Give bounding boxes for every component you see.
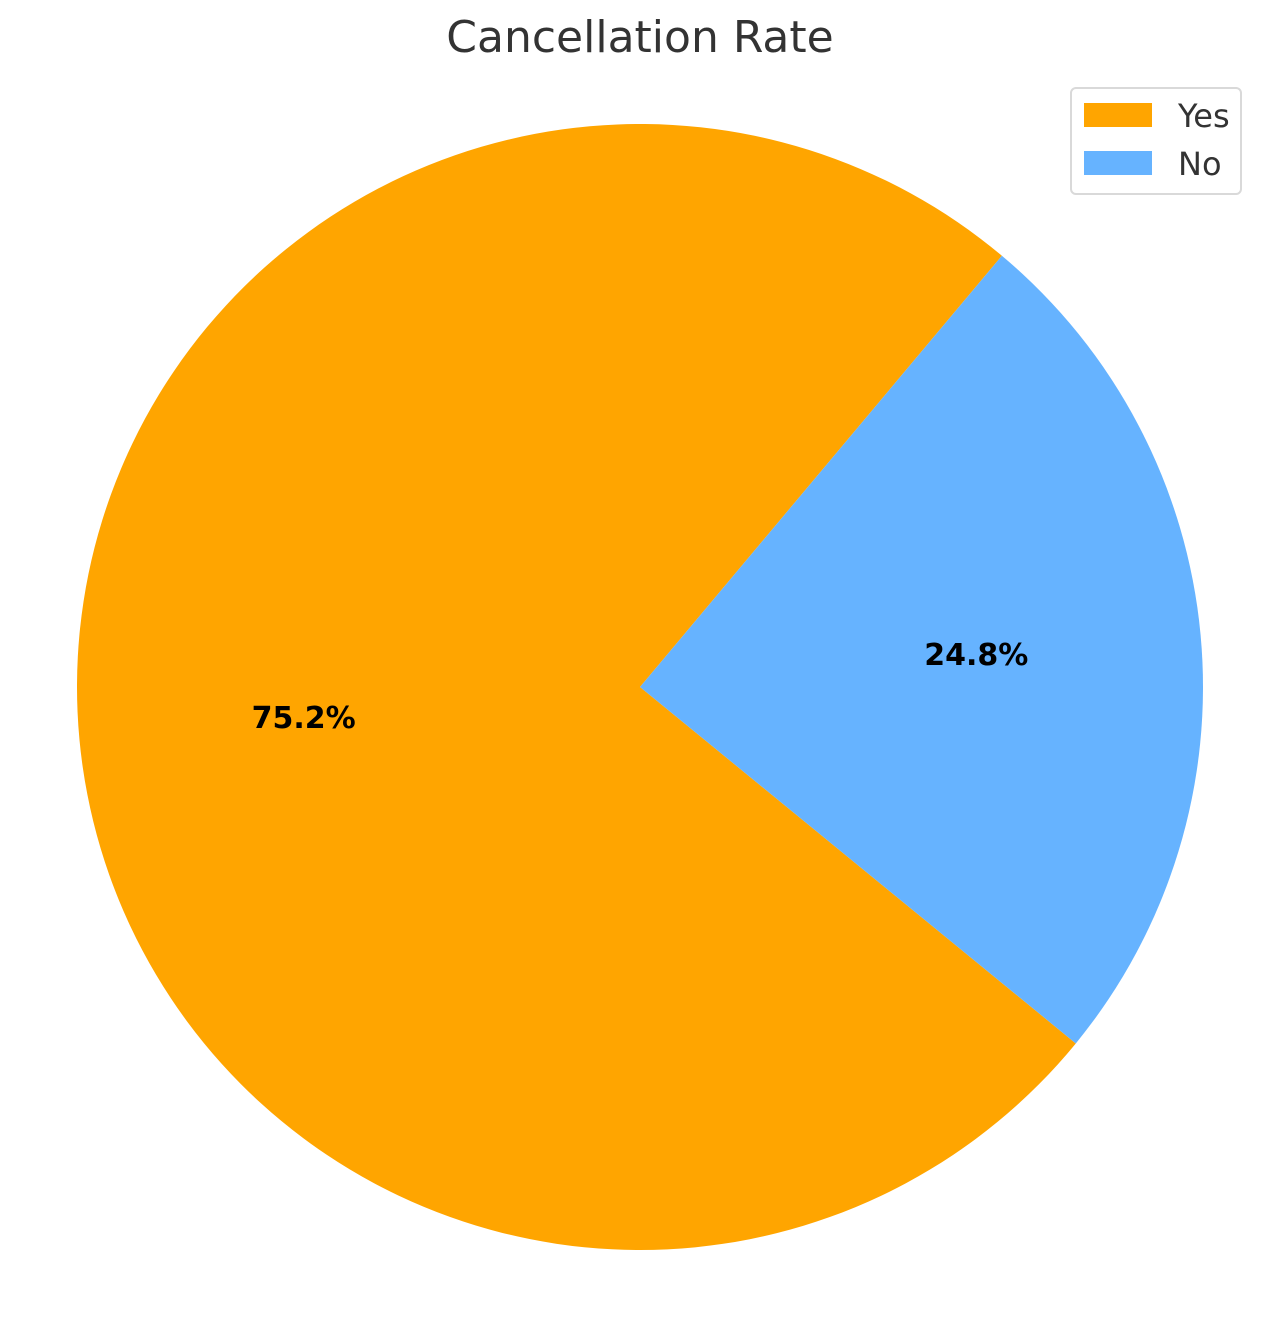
pie-slices xyxy=(77,124,1204,1251)
legend: Yes No xyxy=(1070,87,1242,195)
pie-value-label-no: 24.8% xyxy=(924,638,1028,673)
legend-swatch-yes xyxy=(1084,103,1152,127)
legend-swatch-no xyxy=(1084,151,1152,175)
pie-value-labels: 75.2% 24.8% xyxy=(252,638,1029,736)
pie-slice-no xyxy=(640,255,1204,1044)
legend-entry-yes: Yes xyxy=(1084,99,1234,135)
pie-value-label-yes: 75.2% xyxy=(252,701,356,736)
legend-label-yes: Yes xyxy=(1178,97,1230,135)
pie-slice-yes xyxy=(77,124,1076,1251)
chart-title: Cancellation Rate xyxy=(446,12,834,63)
legend-label-no: No xyxy=(1178,145,1222,183)
legend-entry-no: No xyxy=(1084,147,1234,183)
